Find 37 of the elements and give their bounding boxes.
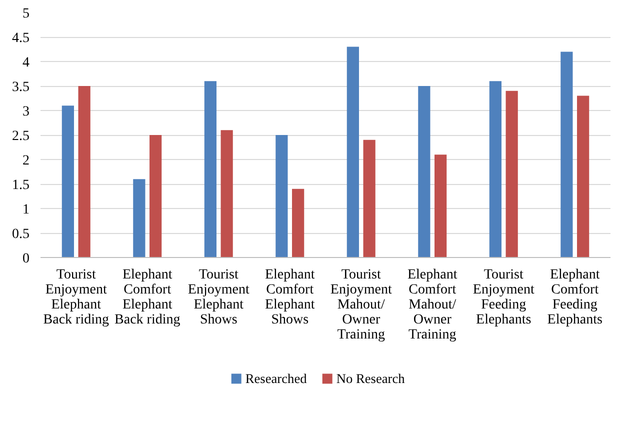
y-tick-label: 0.5 [12, 227, 30, 242]
x-tick-label: Elephant Comfort Elephant Back riding [114, 268, 180, 328]
bar [560, 52, 573, 258]
x-tick-label: Tourist Enjoyment Elephant Shows [188, 268, 250, 328]
y-tick-label: 2.5 [12, 129, 30, 144]
x-tick-label: Elephant Comfort Feeding Elephants [547, 268, 602, 328]
y-tick-label: 1.5 [12, 178, 30, 193]
y-tick-label: 3.5 [12, 80, 30, 95]
bar [220, 130, 233, 258]
bar [292, 188, 304, 258]
bar [133, 179, 146, 258]
y-tick-label: 3 [22, 104, 30, 120]
x-tick-label: Tourist Enjoyment Mahout/ Owner Training [330, 268, 392, 342]
y-tick-label: 2 [22, 154, 30, 168]
x-tick-label: Elephant Comfort Mahout/ Owner Training [407, 268, 458, 342]
x-tick-label: Elephant Comfort Elephant Shows [264, 268, 315, 328]
legend-label: No Research [336, 371, 406, 386]
legend-label: Researched [245, 371, 308, 386]
y-tick-label: 4.5 [12, 31, 30, 46]
y-tick-label: 0 [22, 252, 30, 266]
bar [78, 86, 90, 258]
bar [276, 135, 288, 258]
bar [62, 106, 74, 258]
bar [150, 135, 162, 258]
bar [434, 154, 447, 258]
y-tick-label: 5 [22, 6, 30, 22]
bar [346, 46, 359, 258]
x-tick-label: Tourist Enjoyment Elephant Back riding [43, 268, 109, 328]
bar [489, 81, 502, 258]
bar [204, 81, 216, 258]
y-tick-label: 1 [22, 202, 30, 218]
bar [506, 90, 518, 258]
bar [363, 140, 376, 258]
x-tick-label: Tourist Enjoyment Feeding Elephants [472, 268, 534, 328]
bar [418, 86, 430, 258]
bar [577, 96, 590, 258]
y-tick-label: 4 [22, 56, 30, 70]
